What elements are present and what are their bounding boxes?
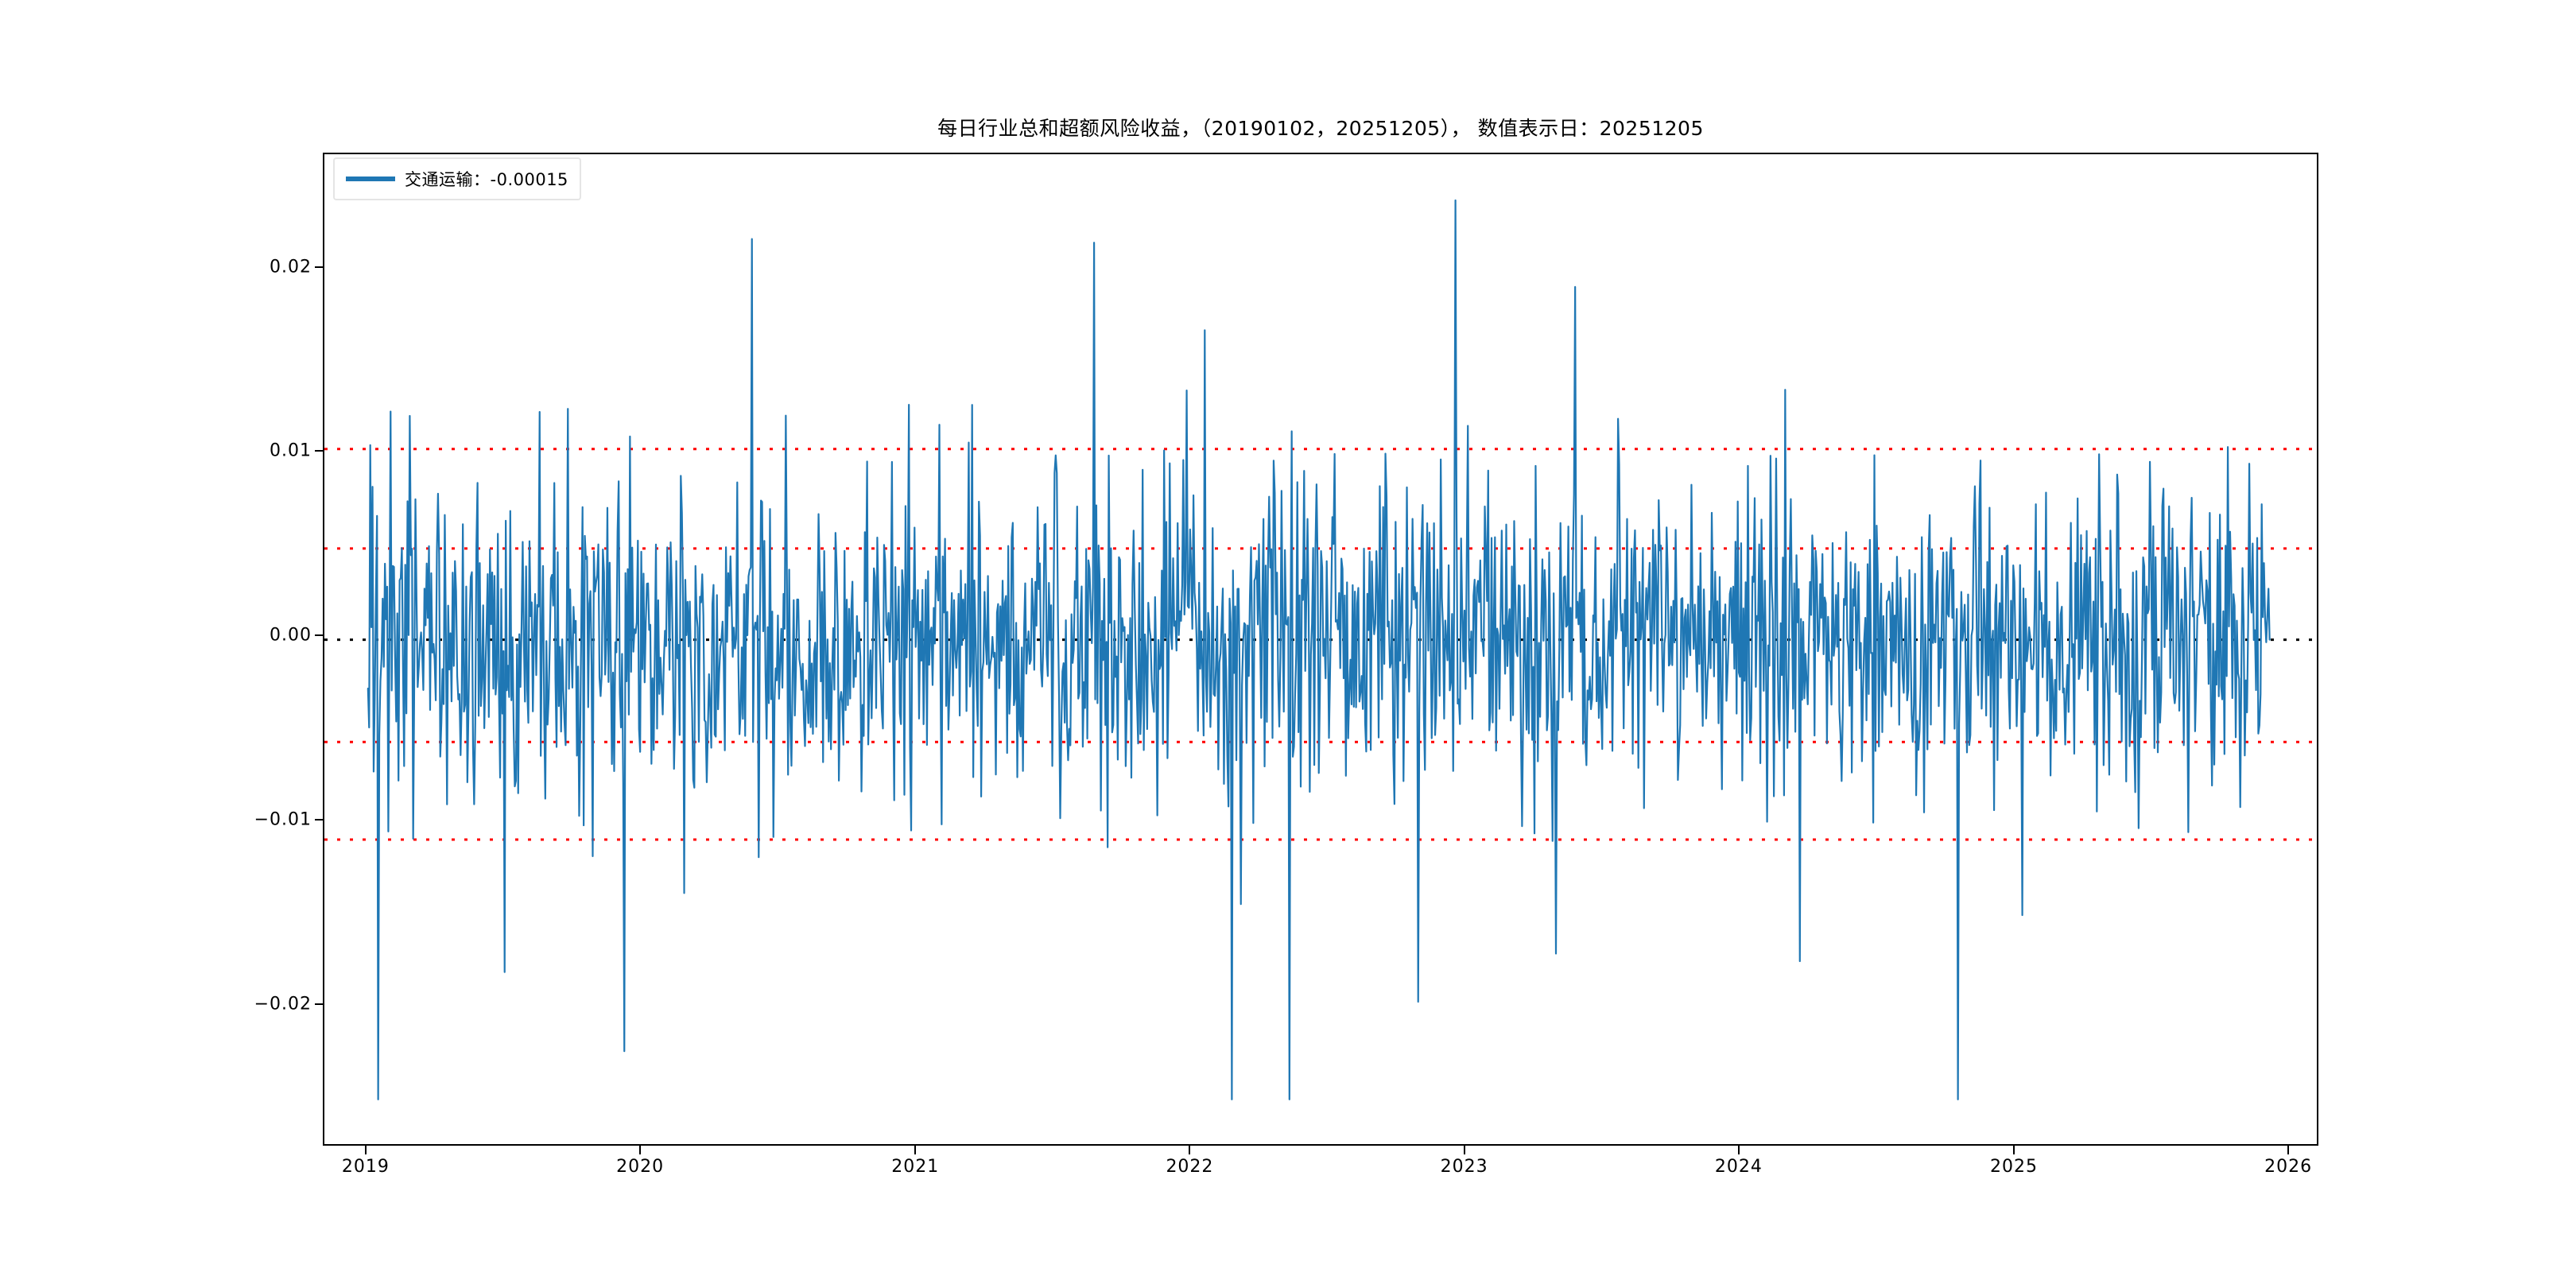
x-tick-label-0: 2019 bbox=[341, 1157, 390, 1177]
y-tick-label-3: −0.01 bbox=[254, 809, 312, 830]
x-tick-label-3: 2022 bbox=[1166, 1157, 1214, 1177]
data-series-group bbox=[367, 199, 2271, 1100]
y-tick-mark-1 bbox=[315, 450, 324, 452]
x-tick-label-2: 2021 bbox=[891, 1157, 940, 1177]
legend-item-label: 交通运输：-0.00015 bbox=[405, 170, 568, 189]
y-tick-mark-3 bbox=[315, 818, 324, 821]
y-tick-label-1: 0.01 bbox=[270, 440, 312, 461]
x-tick-label-4: 2023 bbox=[1440, 1157, 1488, 1177]
y-tick-label-2: 0.00 bbox=[270, 625, 312, 646]
x-tick-mark-5 bbox=[1737, 1146, 1740, 1154]
x-tick-mark-2 bbox=[914, 1146, 917, 1154]
x-tick-label-1: 2020 bbox=[616, 1157, 665, 1177]
y-tick-mark-0 bbox=[315, 266, 324, 268]
x-tick-label-5: 2024 bbox=[1714, 1157, 1763, 1177]
y-tick-label-4: −0.02 bbox=[254, 994, 312, 1014]
plot-area bbox=[323, 153, 2320, 1146]
chart-title: 每日行业总和超额风险收益，（20190102，20251205）， 数值表示日：… bbox=[937, 117, 1704, 140]
x-tick-mark-6 bbox=[2012, 1146, 2015, 1154]
y-axis-tick-labels: 0.02 0.01 0.00 −0.01 −0.02 bbox=[223, 153, 312, 1146]
x-tick-mark-1 bbox=[639, 1146, 642, 1154]
series-plot bbox=[324, 199, 2320, 1100]
x-tick-label-6: 2025 bbox=[1989, 1157, 2038, 1177]
y-tick-label-0: 0.02 bbox=[270, 257, 312, 277]
y-tick-mark-4 bbox=[315, 1003, 324, 1005]
y-tick-mark-2 bbox=[315, 634, 324, 637]
series-line-交通运输 bbox=[367, 199, 2271, 1100]
x-tick-label-7: 2026 bbox=[2264, 1157, 2313, 1177]
x-tick-mark-0 bbox=[364, 1146, 367, 1154]
x-tick-mark-4 bbox=[1463, 1146, 1465, 1154]
x-tick-mark-7 bbox=[2287, 1146, 2290, 1154]
x-tick-mark-3 bbox=[1189, 1146, 1191, 1154]
legend: 交通运输：-0.00015 bbox=[333, 157, 581, 200]
legend-color-swatch bbox=[346, 177, 395, 181]
